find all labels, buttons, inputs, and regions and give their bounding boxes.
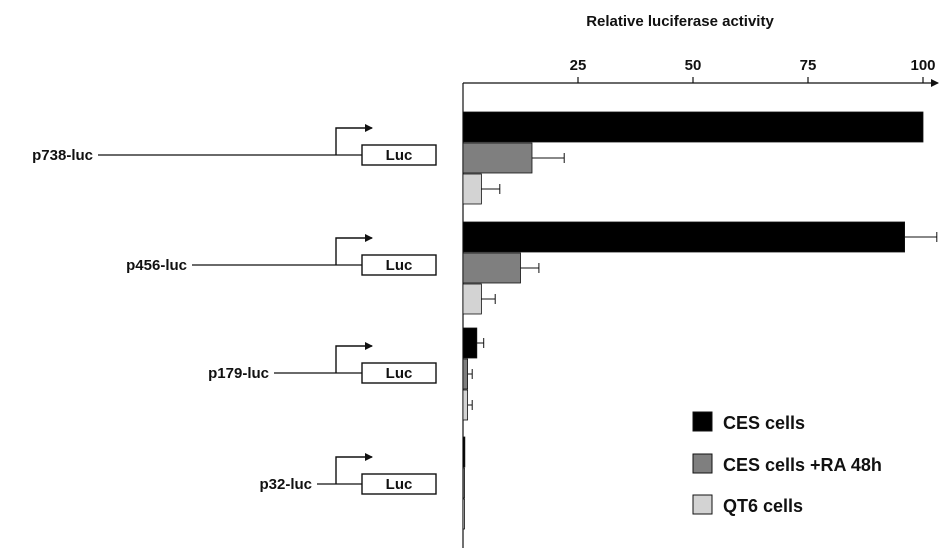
luc-box [361,473,437,495]
legend-label: CES cells [723,413,805,433]
legend-swatch [692,453,713,474]
construct-label: p179-luc [208,365,269,382]
x-tick-label: 75 [800,57,817,74]
luc-box-label: Luc [386,476,413,493]
bar [462,467,465,499]
legend-item: CES cells [692,411,805,433]
bar [462,389,468,421]
bar [462,221,906,253]
luc-box [361,254,437,276]
bar [462,327,478,359]
transcription-start-arrow [335,453,373,484]
x-tick-label: 25 [570,57,587,74]
bars [462,111,938,530]
bar [462,436,466,468]
luc-box [361,362,437,384]
legend-swatch [692,494,713,515]
bar [462,358,468,390]
construct-label: p738-luc [32,147,93,164]
x-ticks: 25 50 75 100 [570,57,936,83]
transcription-start-arrow [335,124,373,155]
axes [462,79,939,548]
x-tick-label: 100 [910,57,935,74]
construct-p738-luc: p738-luc Luc [32,124,437,166]
legend-label: CES cells +RA 48h [723,455,882,475]
construct-label: p32-luc [259,476,312,493]
legend-label: QT6 cells [723,496,803,516]
luc-box-label: Luc [386,365,413,382]
luc-box-label: Luc [386,257,413,274]
x-axis-title: Relative luciferase activity [586,13,774,30]
legend-item: QT6 cells [692,494,803,516]
x-tick-label: 50 [685,57,702,74]
bar [462,142,533,174]
legend-item: CES cells +RA 48h [692,453,882,475]
bar [462,252,521,284]
bar [462,111,924,143]
transcription-start-arrow [335,234,373,265]
legend-swatch [692,411,713,432]
construct-p32-luc: p32-luc Luc [259,453,437,495]
bar [462,283,482,315]
bar [462,173,482,205]
construct-label: p456-luc [126,257,187,274]
luc-box-label: Luc [386,147,413,164]
bar [462,498,465,530]
transcription-start-arrow [335,342,373,373]
construct-p456-luc: p456-luc Luc [126,234,437,276]
construct-p179-luc: p179-luc Luc [208,342,437,384]
legend: CES cells CES cells +RA 48h QT6 cells [692,411,882,516]
luc-box [361,144,437,166]
